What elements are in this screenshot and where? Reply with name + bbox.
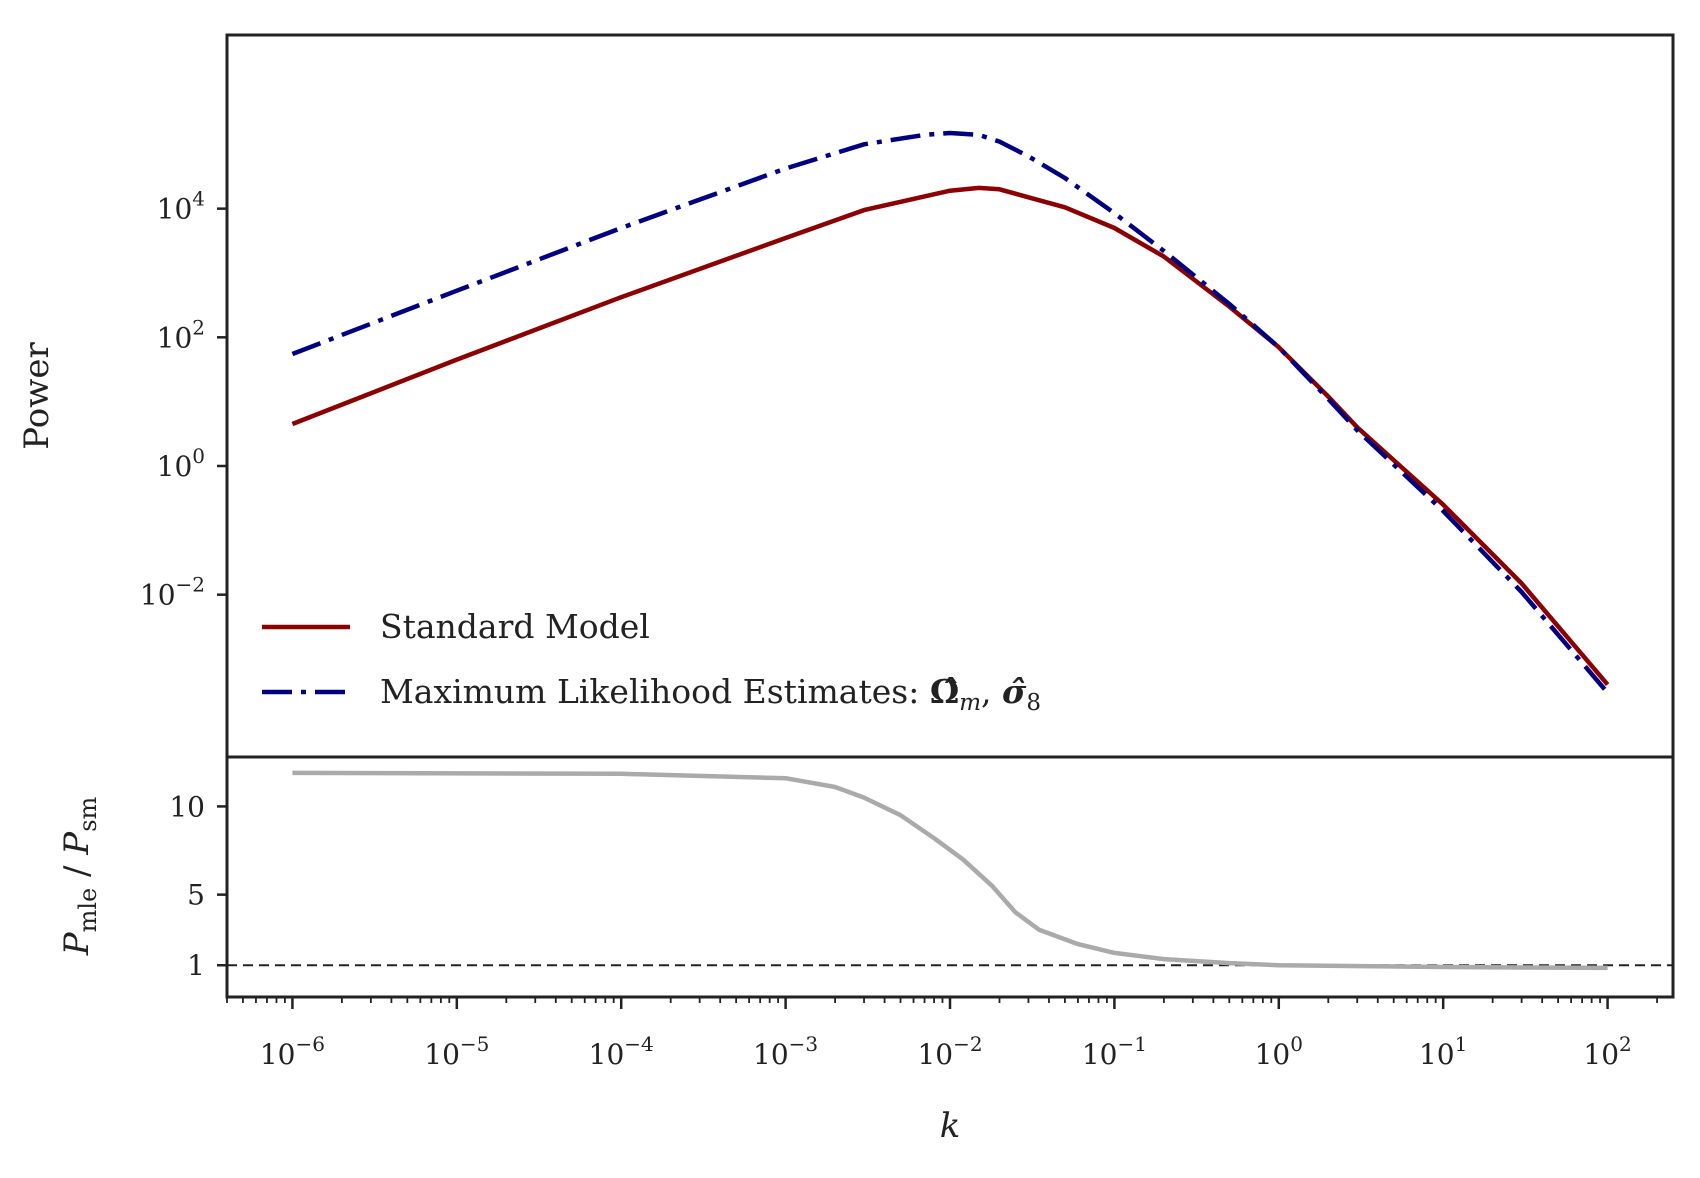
x-tick-label-5: 10−1 — [1082, 1032, 1147, 1071]
x-tick-label-8: 102 — [1583, 1032, 1631, 1071]
power-y-tick-label-2-exponent: 2 — [192, 315, 205, 339]
ratio-separator: / — [57, 855, 97, 888]
power-panel-frame — [225, 33, 1675, 759]
power-y-tick-label-0-exponent: −2 — [176, 573, 205, 597]
power-y-tick-label-3: 104 — [157, 187, 205, 226]
power-y-tick-label-1-base: 10 — [157, 450, 193, 483]
x-tick-label-4-base: 10 — [917, 1038, 953, 1071]
ratio-p-sm: P — [57, 831, 97, 856]
ratio-p-mle: P — [57, 931, 97, 956]
ratio-subscript-sm: sm — [74, 796, 102, 831]
x-tick-label-1-base: 10 — [424, 1038, 460, 1071]
legend-comma: , — [981, 672, 1002, 711]
ratio-y-tick-label-2: 10 — [169, 790, 205, 823]
x-tick-label-5-exponent: −1 — [1117, 1032, 1146, 1056]
x-tick-label-2: 10−4 — [589, 1032, 654, 1071]
ratio-y-tick-label-0: 1 — [187, 949, 205, 982]
ratio-panel-frame — [225, 755, 1675, 999]
mle-line — [291, 130, 1610, 695]
x-tick-label-7-exponent: 1 — [1455, 1032, 1468, 1056]
legend-label-mle-text: Maximum Likelihood Estimates: — [380, 672, 930, 711]
x-tick-label-6-base: 10 — [1255, 1038, 1291, 1071]
x-tick-label-0-exponent: −6 — [295, 1032, 324, 1056]
legend-label-mle: Maximum Likelihood Estimates: Ω̂m, σ̂8 — [380, 672, 1041, 716]
x-axis-label: k — [940, 1106, 961, 1146]
omega-hat-symbol: Ω̂ — [930, 672, 959, 711]
power-y-tick-label-3-exponent: 4 — [192, 187, 205, 211]
power-y-tick-label-2: 102 — [157, 315, 205, 354]
x-tick-label-2-base: 10 — [589, 1038, 625, 1071]
ratio-series — [227, 770, 1673, 971]
legend-label-standard-model: Standard Model — [380, 607, 650, 646]
x-tick-label-3-exponent: −3 — [789, 1032, 818, 1056]
x-tick-label-7-base: 10 — [1419, 1038, 1455, 1071]
x-tick-label-4-exponent: −2 — [953, 1032, 982, 1056]
x-tick-label-3: 10−3 — [753, 1032, 818, 1071]
legend: Standard Model Maximum Likelihood Estima… — [262, 607, 1041, 716]
x-tick-label-0-base: 10 — [260, 1038, 296, 1071]
x-ticks: 10−6 10−5 10−4 10−3 10−2 10−1 100 101 102 — [226, 997, 1658, 1071]
x-tick-label-8-base: 10 — [1583, 1038, 1619, 1071]
omega-subscript: m — [959, 690, 981, 716]
x-tick-label-1-exponent: −5 — [460, 1032, 489, 1056]
ratio-line — [292, 770, 1608, 971]
power-y-axis-label: Power — [17, 342, 57, 450]
x-tick-label-6-exponent: 0 — [1290, 1032, 1303, 1056]
power-y-tick-label-2-base: 10 — [157, 321, 193, 354]
x-tick-label-4: 10−2 — [917, 1032, 982, 1071]
power-y-tick-label-1: 100 — [157, 444, 205, 483]
ratio-subscript-mle: mle — [74, 888, 102, 933]
x-tick-label-6: 100 — [1255, 1032, 1303, 1071]
x-tick-label-8-exponent: 2 — [1619, 1032, 1632, 1056]
power-y-tick-label-1-exponent: 0 — [192, 444, 205, 468]
x-tick-label-2-exponent: −4 — [624, 1032, 653, 1056]
power-series — [291, 130, 1610, 695]
x-tick-label-1: 10−5 — [424, 1032, 489, 1071]
x-tick-label-5-base: 10 — [1082, 1038, 1118, 1071]
x-tick-label-0: 10−6 — [260, 1032, 325, 1071]
ratio-y-tick-label-1: 5 — [187, 879, 205, 912]
power-y-tick-label-0: 10−2 — [140, 573, 205, 612]
sigma-hat-symbol: σ̂ — [1002, 672, 1027, 711]
power-y-tick-label-0-base: 10 — [140, 579, 176, 612]
power-y-tick-label-3-base: 10 — [157, 193, 193, 226]
x-tick-label-3-base: 10 — [753, 1038, 789, 1071]
x-tick-label-7: 101 — [1419, 1032, 1467, 1071]
sigma-subscript: 8 — [1026, 690, 1041, 716]
ratio-y-axis-label: Pmle / Psm — [57, 796, 102, 956]
